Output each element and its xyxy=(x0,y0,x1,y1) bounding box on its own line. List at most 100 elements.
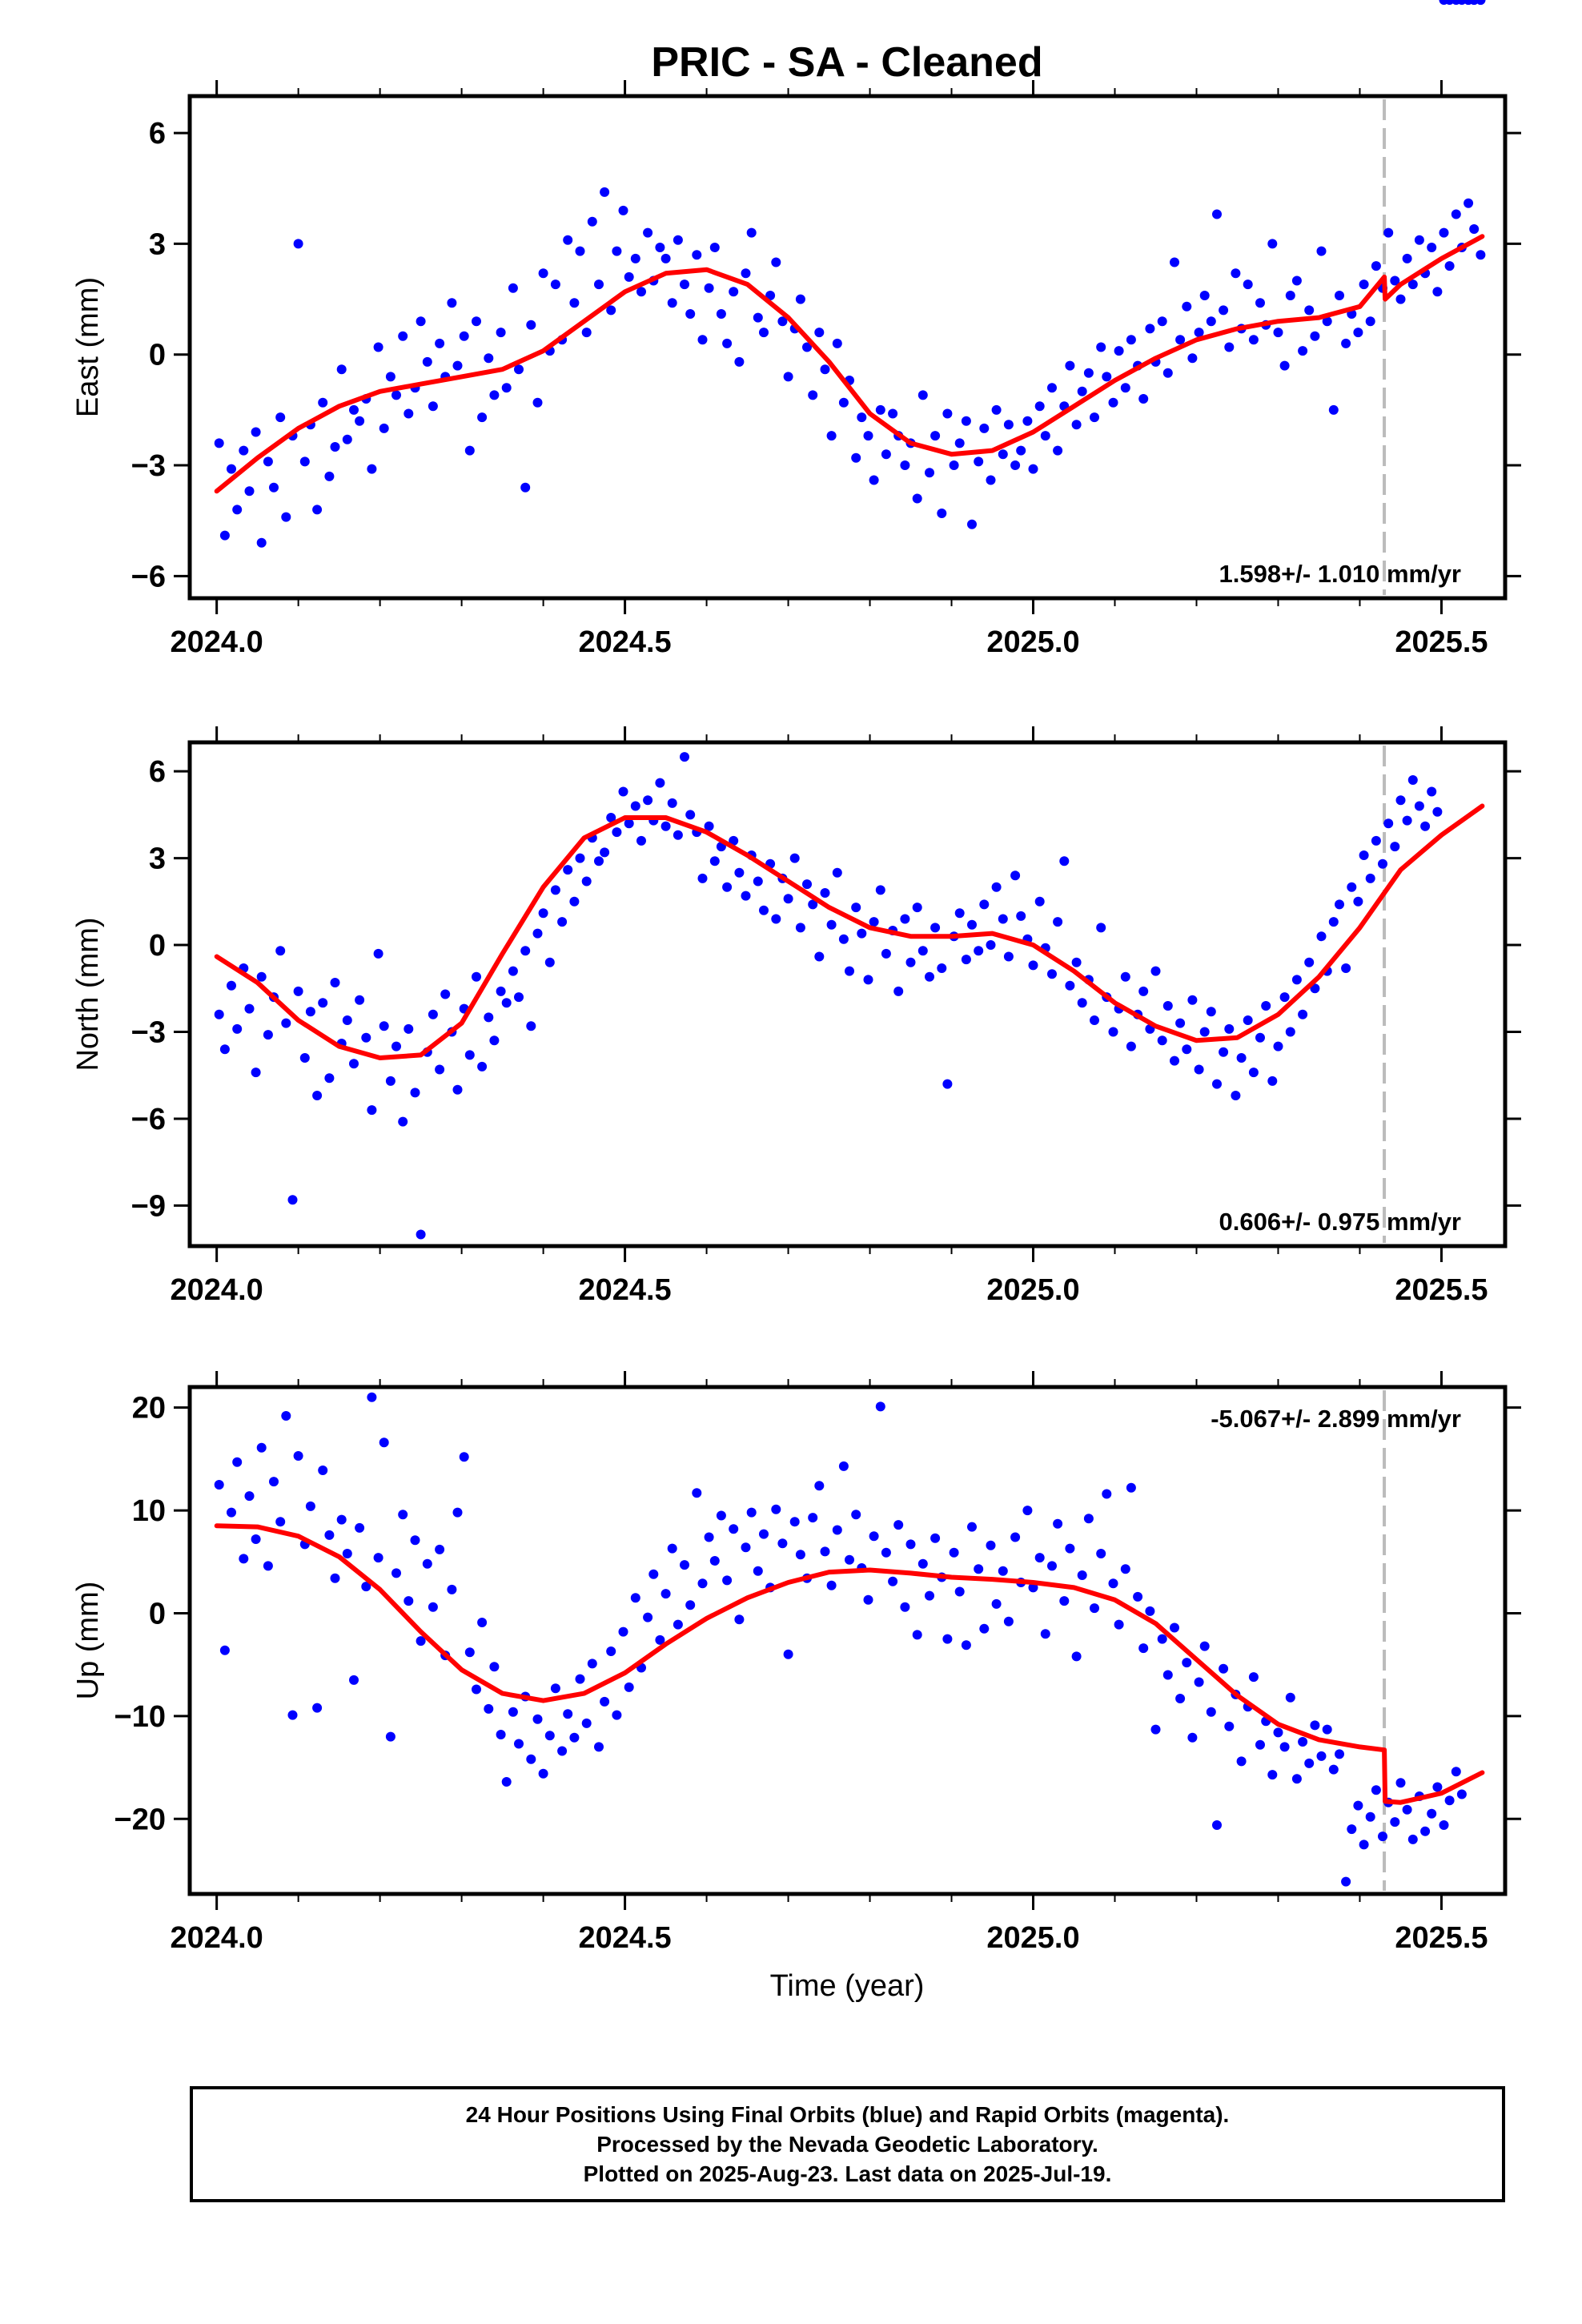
data-point xyxy=(1316,1751,1327,1761)
data-point xyxy=(1162,1001,1173,1011)
data-point xyxy=(1022,416,1033,426)
data-point xyxy=(227,464,236,474)
data-point xyxy=(1194,1064,1204,1075)
data-point xyxy=(275,1517,286,1527)
data-point xyxy=(367,464,377,474)
y-tick-label: 3 xyxy=(149,227,166,261)
data-point xyxy=(227,980,236,991)
data-point xyxy=(685,810,696,820)
data-point xyxy=(1328,1764,1339,1775)
data-point xyxy=(569,298,580,308)
data-point xyxy=(697,335,708,345)
data-point xyxy=(1243,279,1253,290)
data-point xyxy=(1298,346,1308,356)
data-point xyxy=(269,1477,279,1487)
y-tick-label: −6 xyxy=(131,560,166,593)
data-point xyxy=(1114,346,1124,356)
data-point xyxy=(783,894,793,904)
data-point xyxy=(673,830,683,840)
data-point xyxy=(1071,957,1082,967)
data-point xyxy=(1310,331,1320,341)
data-point xyxy=(673,235,683,245)
data-point xyxy=(1194,328,1204,338)
data-point xyxy=(544,957,555,967)
data-point xyxy=(875,1401,885,1412)
data-point xyxy=(1291,275,1302,286)
data-point xyxy=(954,908,965,919)
data-point xyxy=(673,1619,683,1630)
data-point xyxy=(391,1568,401,1578)
data-point xyxy=(692,250,702,260)
data-point xyxy=(697,1578,708,1589)
data-point xyxy=(464,1647,475,1658)
x-tick-label: 2025.0 xyxy=(986,625,1079,659)
data-point xyxy=(606,813,616,822)
data-point xyxy=(636,287,646,297)
chart-title: PRIC - SA - Cleaned xyxy=(651,39,1042,86)
data-point xyxy=(1231,1091,1241,1100)
data-point xyxy=(398,1510,408,1520)
data-point xyxy=(1206,1707,1216,1717)
data-point xyxy=(1371,261,1381,271)
data-point xyxy=(581,328,592,338)
data-point xyxy=(594,279,604,290)
data-point xyxy=(1395,1778,1406,1788)
data-point xyxy=(875,885,885,895)
data-point xyxy=(373,1553,383,1563)
data-point xyxy=(1126,335,1136,345)
data-point xyxy=(428,1009,438,1019)
data-point xyxy=(979,1623,990,1634)
data-point xyxy=(1304,1758,1315,1768)
data-point xyxy=(452,1507,463,1518)
data-point xyxy=(1335,291,1344,300)
x-tick-label: 2024.0 xyxy=(171,1921,263,1955)
data-point xyxy=(550,279,560,290)
data-point xyxy=(1347,1824,1357,1835)
data-point xyxy=(1322,316,1332,327)
data-point xyxy=(1255,1032,1265,1043)
data-point xyxy=(336,1514,347,1525)
data-point xyxy=(312,1703,323,1713)
data-point xyxy=(838,1461,849,1471)
y-tick-label: −3 xyxy=(131,1015,166,1049)
data-point xyxy=(1439,227,1449,238)
data-point xyxy=(1224,342,1235,352)
data-point xyxy=(563,1709,573,1719)
data-point xyxy=(1028,464,1038,474)
data-point xyxy=(538,268,548,279)
data-point xyxy=(722,1575,733,1586)
x-tick-label: 2024.0 xyxy=(171,625,263,659)
data-point xyxy=(1328,917,1339,927)
data-point xyxy=(410,1088,420,1098)
data-point xyxy=(667,798,677,808)
data-point xyxy=(974,456,984,467)
data-point xyxy=(532,928,543,939)
data-point xyxy=(256,537,267,548)
data-point xyxy=(219,1645,230,1655)
data-point xyxy=(318,1466,328,1475)
data-point xyxy=(888,408,898,419)
data-point xyxy=(1402,815,1412,826)
data-point xyxy=(1108,1578,1118,1589)
data-point xyxy=(704,1532,714,1542)
data-point xyxy=(1359,850,1369,860)
data-point xyxy=(1298,1737,1308,1747)
data-point xyxy=(214,1009,224,1019)
y-tick-label: 3 xyxy=(149,842,166,876)
data-point xyxy=(501,383,512,393)
data-point xyxy=(361,1582,371,1592)
data-point xyxy=(330,1573,340,1583)
data-point xyxy=(753,876,763,887)
data-point xyxy=(342,1015,352,1025)
data-point xyxy=(379,423,389,433)
data-point xyxy=(1273,328,1283,338)
data-point xyxy=(422,356,432,367)
data-point xyxy=(900,914,910,924)
data-point xyxy=(575,1674,585,1684)
data-point xyxy=(1279,360,1290,371)
data-point xyxy=(1383,818,1394,829)
data-point xyxy=(1206,316,1216,327)
data-point xyxy=(1126,1041,1136,1051)
data-point xyxy=(1469,224,1480,234)
data-point xyxy=(845,966,854,976)
